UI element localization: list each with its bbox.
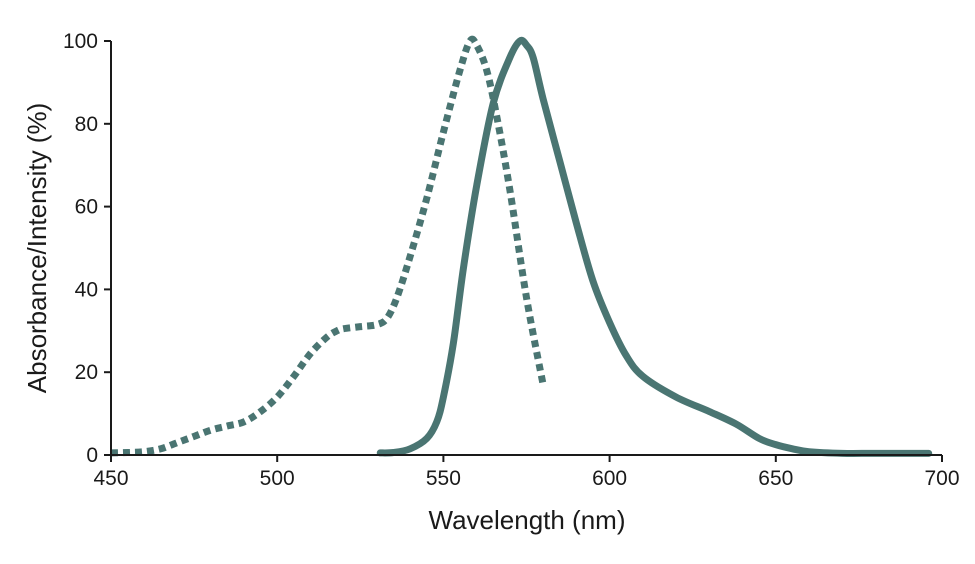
y-tick-label: 40 [75, 278, 98, 301]
y-tick-label: 0 [86, 444, 98, 467]
y-tick-label: 80 [75, 113, 98, 136]
x-tick-label: 600 [592, 467, 627, 490]
x-tick-label: 700 [924, 467, 959, 490]
x-tick-label: 450 [93, 467, 128, 490]
series-layer [110, 35, 933, 457]
absorbance-series-line [110, 35, 547, 457]
y-tick-label: 100 [63, 30, 98, 53]
emission-series-line [376, 36, 933, 457]
y-axis-ticks: 0 20 40 60 80 100 [63, 30, 111, 467]
x-axis-title: Wavelength (nm) [429, 505, 626, 535]
x-tick-label: 550 [426, 467, 461, 490]
y-tick-label: 20 [75, 361, 98, 384]
x-axis-ticks: 450 500 550 600 650 700 [93, 455, 960, 490]
y-tick-label: 60 [75, 196, 98, 219]
x-tick-label: 500 [260, 467, 295, 490]
x-tick-label: 650 [758, 467, 793, 490]
y-axis-title: Absorbance/Intensity (%) [22, 103, 52, 393]
